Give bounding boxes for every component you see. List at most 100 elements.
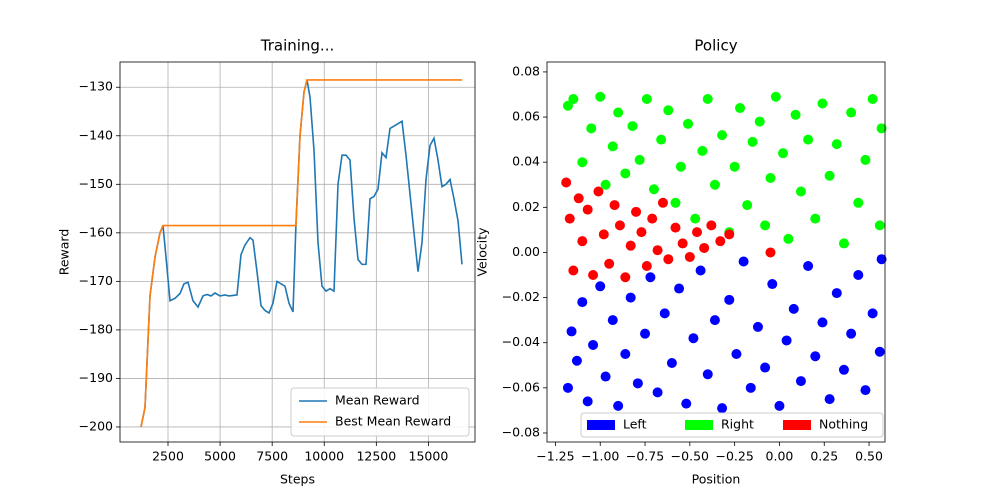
data-point <box>697 145 708 156</box>
data-point <box>636 227 647 238</box>
legend-swatch <box>685 420 713 430</box>
chart-title: Training... <box>260 37 335 55</box>
chart-title: Policy <box>694 37 737 55</box>
data-point <box>609 200 620 211</box>
data-point <box>846 107 857 118</box>
data-point <box>659 308 670 319</box>
data-point <box>765 247 776 258</box>
y-axis-label: Reward <box>57 229 72 276</box>
data-point <box>876 254 887 265</box>
data-point <box>695 265 706 276</box>
data-point <box>745 382 756 393</box>
data-point <box>647 213 658 224</box>
data-point <box>607 141 618 152</box>
data-point <box>625 240 636 251</box>
data-point <box>709 179 720 190</box>
data-point <box>688 333 699 344</box>
data-point <box>620 348 631 359</box>
data-point <box>788 303 799 314</box>
y-tick-label: −150 <box>79 176 113 191</box>
data-point <box>648 184 659 195</box>
x-tick-label: 12500 <box>356 449 396 464</box>
data-line <box>140 79 462 428</box>
x-tick-label: 0.25 <box>810 449 838 464</box>
data-point <box>613 107 624 118</box>
data-point <box>867 94 878 105</box>
y-tick-label: −130 <box>79 79 113 94</box>
x-tick-label: 0.50 <box>855 449 883 464</box>
data-point <box>604 258 615 269</box>
data-point <box>634 154 645 165</box>
data-point <box>598 229 609 240</box>
data-point <box>600 371 611 382</box>
data-point <box>620 168 631 179</box>
data-point <box>724 229 735 240</box>
data-point <box>742 200 753 211</box>
data-point <box>846 328 857 339</box>
data-point <box>670 222 681 233</box>
data-point <box>677 238 688 249</box>
data-point <box>706 220 717 231</box>
x-tick-label: −0.75 <box>626 449 664 464</box>
legend-label: Left <box>623 417 647 432</box>
data-point <box>640 328 651 339</box>
data-point <box>656 134 667 145</box>
y-tick-label: −170 <box>79 273 113 288</box>
data-point <box>778 148 789 159</box>
x-tick-label: 7500 <box>256 449 288 464</box>
data-point <box>607 315 618 326</box>
data-point <box>817 98 828 109</box>
data-point <box>795 376 806 387</box>
data-point <box>767 279 778 290</box>
legend-box <box>580 412 884 438</box>
data-point <box>709 315 720 326</box>
data-point <box>860 154 871 165</box>
data-point <box>631 206 642 217</box>
data-point <box>577 157 588 168</box>
data-point <box>625 292 636 303</box>
data-point <box>765 172 776 183</box>
data-point <box>729 161 740 172</box>
data-point <box>874 220 885 231</box>
y-tick-label: −0.08 <box>502 424 540 439</box>
data-point <box>641 94 652 105</box>
x-tick-label: −0.25 <box>715 449 753 464</box>
legend-label: Mean Reward <box>335 393 420 408</box>
data-point <box>752 321 763 332</box>
data-point <box>620 272 631 283</box>
data-point <box>562 100 573 111</box>
data-point <box>760 362 771 373</box>
data-point <box>724 294 735 305</box>
plot-frame <box>546 61 886 443</box>
data-point <box>770 91 781 102</box>
data-point <box>690 213 701 224</box>
data-point <box>564 213 575 224</box>
data-point <box>582 204 593 215</box>
data-point <box>586 123 597 134</box>
legend-label: Nothing <box>819 417 868 432</box>
data-point <box>876 123 887 134</box>
data-point <box>831 288 842 299</box>
legend-label: Right <box>721 417 754 432</box>
data-point <box>838 364 849 375</box>
data-point <box>790 109 801 120</box>
y-tick-label: 0.02 <box>512 199 540 214</box>
data-point <box>760 220 771 231</box>
y-tick-label: −140 <box>79 127 113 142</box>
data-point <box>595 91 606 102</box>
data-point <box>702 369 713 380</box>
x-tick-label: 5000 <box>204 449 236 464</box>
data-point <box>824 170 835 181</box>
data-point <box>838 238 849 249</box>
data-point <box>681 398 692 409</box>
data-point <box>803 134 814 145</box>
data-point <box>824 394 835 405</box>
data-point <box>573 193 584 204</box>
data-point <box>588 270 599 281</box>
data-point <box>781 335 792 346</box>
x-axis-label: Position <box>692 472 741 487</box>
data-point <box>867 308 878 319</box>
data-point <box>645 272 656 283</box>
data-point <box>568 265 579 276</box>
